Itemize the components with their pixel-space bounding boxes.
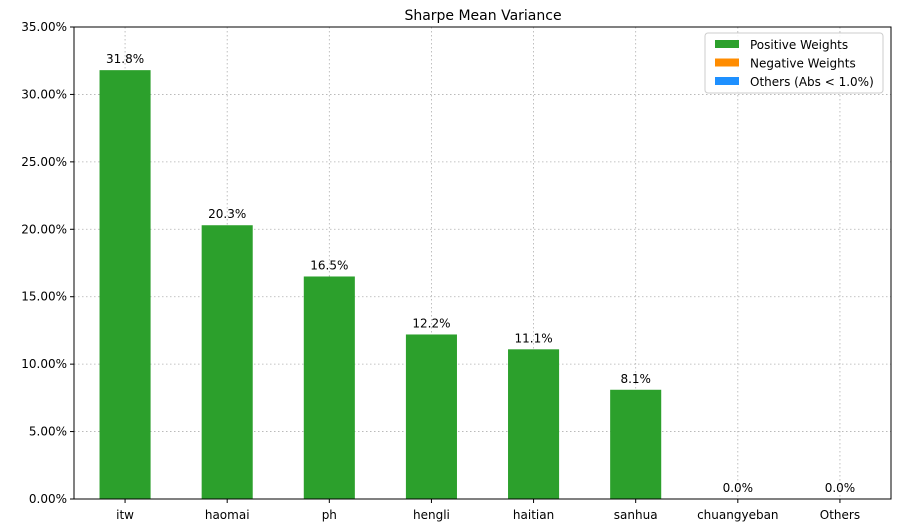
legend-box [704,32,884,94]
y-tick-label: 30.00% [21,87,67,101]
legend-swatch [715,58,739,67]
bar-haomai [201,225,253,500]
bar-ph [303,276,355,499]
bar-value-label: 0.0% [825,481,856,495]
plot-frame [73,26,892,500]
legend-swatch [715,77,739,85]
bar-value-label: 0.0% [723,481,754,495]
bar-itw [99,70,151,499]
bar-value-labels: 31.8% 20.3% 16.5% 12.2% 11.1% 8.1% 0.0% 0.0% [106,52,855,495]
bar-value-label: 12.2% [412,316,450,330]
x-tick-label: chuangyeban [697,508,778,522]
legend: Positive Weights Negative Weights Others (… [704,32,884,94]
x-tick-label: ph [322,508,337,522]
bar-haitian [508,349,560,499]
y-tick-label: 10.00% [21,357,67,371]
x-tick-label: hengli [413,508,450,522]
x-tick-label: sanhua [614,508,658,522]
axes: 0.00% 5.00% 10.00% 15.00% 20.00% 25.00% 30.00%… [21,20,892,522]
legend-entry-label: Positive Weights [750,38,848,52]
y-tick-label: 5.00% [29,425,67,439]
y-tick-label: 25.00% [21,155,67,169]
legend-entry-label: Others (Abs < 1.0%) [750,75,874,89]
chart-title: Sharpe Mean Variance [404,8,561,24]
y-tick-label: 0.00% [29,492,67,506]
bar-value-label: 16.5% [310,258,348,272]
bar-hengli [405,334,457,499]
legend-entry-label: Negative Weights [750,57,856,71]
bar-value-label: 20.3% [208,207,246,221]
x-tick-label: haitian [513,508,554,522]
bar-value-label: 11.1% [515,331,553,345]
y-tick-label: 20.00% [21,222,67,236]
x-tick-label: Others [820,508,860,522]
bar-sanhua [610,389,662,499]
legend-swatch [715,40,739,48]
y-tick-label: 35.00% [21,20,67,34]
x-tick-label: haomai [205,508,250,522]
bar-value-label: 8.1% [620,372,651,386]
grid-lines [74,26,891,500]
bar-value-label: 31.8% [106,52,144,66]
y-tick-label: 15.00% [21,290,67,304]
x-tick-label: itw [116,508,134,522]
bars [99,70,662,500]
